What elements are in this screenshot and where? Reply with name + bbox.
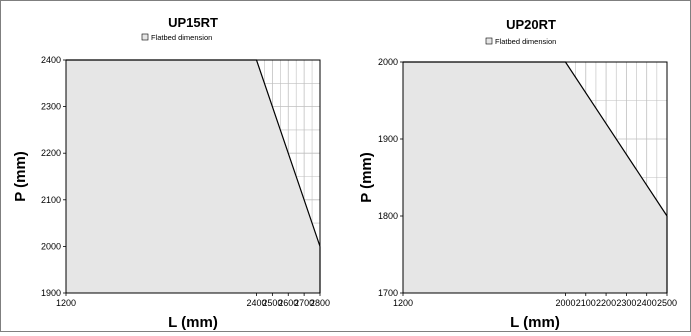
y-tick-label: 1800 (378, 211, 398, 221)
x-tick-label: 2500 (262, 298, 282, 308)
x-tick-label: 2000 (555, 298, 575, 308)
flatbed-area (403, 62, 667, 293)
x-tick-label: 2600 (278, 298, 298, 308)
y-axis-label: P (mm) (358, 152, 375, 203)
chart-2: UP20RT Flatbed dimension 1700 1800 1900 2000 1… (358, 17, 677, 331)
chart-title: UP20RT (506, 17, 556, 32)
legend-swatch (485, 37, 493, 45)
x-tick-label: 2200 (596, 298, 616, 308)
y-tick-label: 2200 (41, 148, 61, 158)
x-tick-label: 1200 (56, 298, 76, 308)
x-axis-label: L (mm) (510, 314, 560, 331)
x-tick-label: 2100 (576, 298, 596, 308)
legend-swatch (141, 33, 149, 41)
plot-border (65, 59, 321, 294)
y-tick-label: 2000 (41, 241, 61, 251)
x-tick-label: 2500 (657, 298, 677, 308)
flatbed-area (66, 60, 320, 293)
x-tick-label: 1200 (393, 298, 413, 308)
x-tick-label: 2700 (294, 298, 314, 308)
y-tick-label: 2000 (378, 57, 398, 67)
x-tick-label: 2800 (310, 298, 330, 308)
x-tick-label: 2400 (246, 298, 266, 308)
y-tick-label: 2300 (41, 102, 61, 112)
y-tick-label: 1900 (41, 288, 61, 298)
x-axis-label: L (mm) (168, 314, 218, 331)
y-tick-label: 2100 (41, 195, 61, 205)
legend-label: Flatbed dimension (495, 37, 556, 46)
plot-border (402, 61, 668, 294)
x-tick-label: 2400 (637, 298, 657, 308)
x-tick-label: 2300 (616, 298, 636, 308)
chart-1: UP15RT Flatbed dimension 1900 2000 2100 2200 2… (12, 15, 330, 331)
legend-label: Flatbed dimension (151, 33, 212, 42)
y-axis-label: P (mm) (12, 151, 29, 202)
y-tick-label: 1900 (378, 134, 398, 144)
y-tick-label: 2400 (41, 55, 61, 65)
chart-title: UP15RT (168, 15, 218, 30)
y-tick-label: 1700 (378, 288, 398, 298)
